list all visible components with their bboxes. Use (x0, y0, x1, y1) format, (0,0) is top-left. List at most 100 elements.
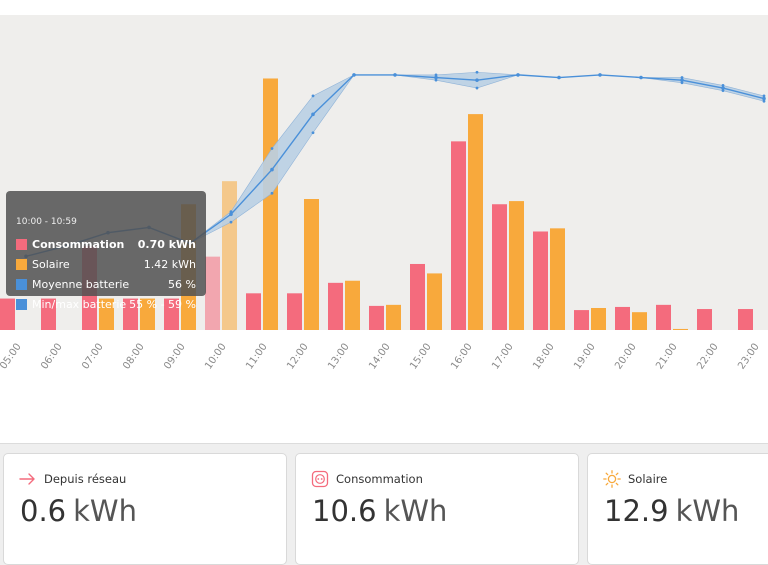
card-value: 0.6 kWh (20, 494, 137, 528)
x-tick-label: 22:00 (695, 342, 721, 372)
x-tick-label: 09:00 (162, 342, 188, 372)
battery-max-point (434, 78, 438, 82)
solar-bar (468, 114, 483, 330)
consumption-bar (656, 304, 671, 330)
x-tick-label: 16:00 (449, 342, 475, 372)
consumption-bar (123, 298, 138, 330)
battery-max-point (229, 220, 233, 224)
consumption-bar (41, 298, 56, 330)
x-tick-label: 10:00 (203, 342, 229, 372)
tooltip-value: 0.70 kWh (137, 238, 196, 251)
battery-max-point (680, 81, 684, 85)
card-number: 10.6 (312, 494, 377, 528)
x-tick-label: 06:00 (39, 342, 65, 372)
battery-average-point (475, 78, 479, 82)
battery-average-point (229, 212, 233, 217)
grid-import-card[interactable]: Depuis réseau 0.6 kWh (3, 453, 287, 565)
battery-min-point (475, 70, 479, 74)
solar-bar (550, 228, 565, 330)
energy-chart[interactable]: 05:00 06:00 07:00 08:00 09:00 10:00 11:00 12:00… (0, 15, 768, 444)
consumption-bar (164, 298, 179, 330)
solar-bar (632, 312, 647, 330)
card-title: Depuis réseau (44, 472, 127, 486)
battery-min-point (270, 147, 274, 150)
consumption-bar (451, 141, 466, 330)
x-tick-label: 15:00 (408, 342, 434, 372)
consumption-bar (246, 293, 261, 330)
battery-min-point (229, 210, 233, 214)
battery-min-point (762, 94, 766, 98)
solar-bar (427, 273, 442, 330)
top-strip (0, 0, 768, 15)
battery-max-point (270, 191, 274, 195)
solar-bar (673, 328, 688, 330)
tooltip-label: Min/max batterie (32, 298, 127, 311)
battery-average-point (762, 96, 766, 101)
tooltip-row-battery-avg: Moyenne batterie 56 % (16, 278, 196, 292)
x-tick-label: 21:00 (654, 342, 680, 372)
consumption-card[interactable]: Consommation 10.6 kWh (295, 453, 579, 565)
battery-average-point (311, 112, 315, 117)
x-tick-label: 19:00 (572, 342, 598, 372)
consumption-bar (697, 309, 712, 330)
card-title: Consommation (336, 472, 423, 486)
tooltip-row-battery-minmax: Min/max batterie 55 % - 59 % (16, 298, 196, 312)
card-title: Solaire (628, 472, 668, 486)
tooltip-label: Solaire (32, 258, 70, 271)
chart-tooltip: 10:00 - 10:59 Consommation 0.70 kWh Sola… (6, 191, 206, 311)
battery-average-point (680, 78, 684, 82)
card-unit: kWh (73, 494, 137, 528)
battery-average-point (598, 73, 602, 77)
tooltip-label: Moyenne batterie (32, 278, 130, 291)
card-unit: kWh (675, 494, 740, 528)
card-unit: kWh (383, 494, 448, 528)
battery-minmax-swatch (16, 299, 27, 310)
battery-min-point (680, 76, 684, 79)
x-tick-label: 12:00 (285, 342, 311, 372)
card-number: 12.9 (604, 494, 669, 528)
solar-bar (345, 280, 360, 330)
consumption-bar (492, 204, 507, 330)
battery-max-point (311, 131, 315, 135)
battery-max-point (475, 86, 479, 90)
x-tick-label: 05:00 (0, 342, 24, 372)
consumption-bar (738, 309, 753, 330)
tooltip-time-range: 10:00 - 10:59 (16, 217, 77, 227)
card-number: 0.6 (20, 494, 67, 528)
tooltip-row-consumption: Consommation 0.70 kWh (16, 238, 196, 252)
battery-min-point (311, 94, 315, 98)
battery-max-point (721, 89, 725, 93)
x-tick-label: 11:00 (244, 342, 270, 372)
consumption-bar (533, 231, 548, 330)
arrow-right-icon (19, 470, 37, 488)
tooltip-label: Consommation (32, 238, 125, 251)
card-value: 10.6 kWh (312, 494, 447, 528)
tooltip-row-solar: Solaire 1.42 kWh (16, 258, 196, 272)
chart-divider (0, 443, 768, 444)
x-tick-label: 18:00 (531, 342, 557, 372)
solar-swatch (16, 259, 27, 270)
consumption-bar (0, 298, 15, 330)
x-tick-label: 17:00 (490, 342, 516, 372)
battery-max-point (762, 99, 766, 103)
battery-average-point (516, 73, 520, 77)
x-tick-label: 08:00 (121, 342, 147, 372)
battery-average-point (393, 73, 397, 77)
battery-min-point (434, 73, 438, 77)
battery-average-point (639, 75, 643, 80)
solar-card[interactable]: Solaire 12.9 kWh (587, 453, 768, 565)
x-tick-label: 20:00 (613, 342, 639, 372)
battery-average-point (352, 73, 356, 77)
solar-bar (222, 181, 237, 330)
consumption-bar (410, 263, 425, 330)
solar-bar (509, 201, 524, 330)
battery-avg-swatch (16, 279, 27, 290)
x-tick-label: 23:00 (736, 342, 762, 372)
card-value: 12.9 kWh (604, 494, 739, 528)
battery-average-point (721, 86, 725, 90)
consumption-bar (615, 306, 630, 330)
tooltip-value: 1.42 kWh (143, 258, 196, 271)
solar-bar (99, 298, 114, 330)
tooltip-value: 56 % (168, 278, 196, 291)
battery-average-point (434, 75, 438, 80)
